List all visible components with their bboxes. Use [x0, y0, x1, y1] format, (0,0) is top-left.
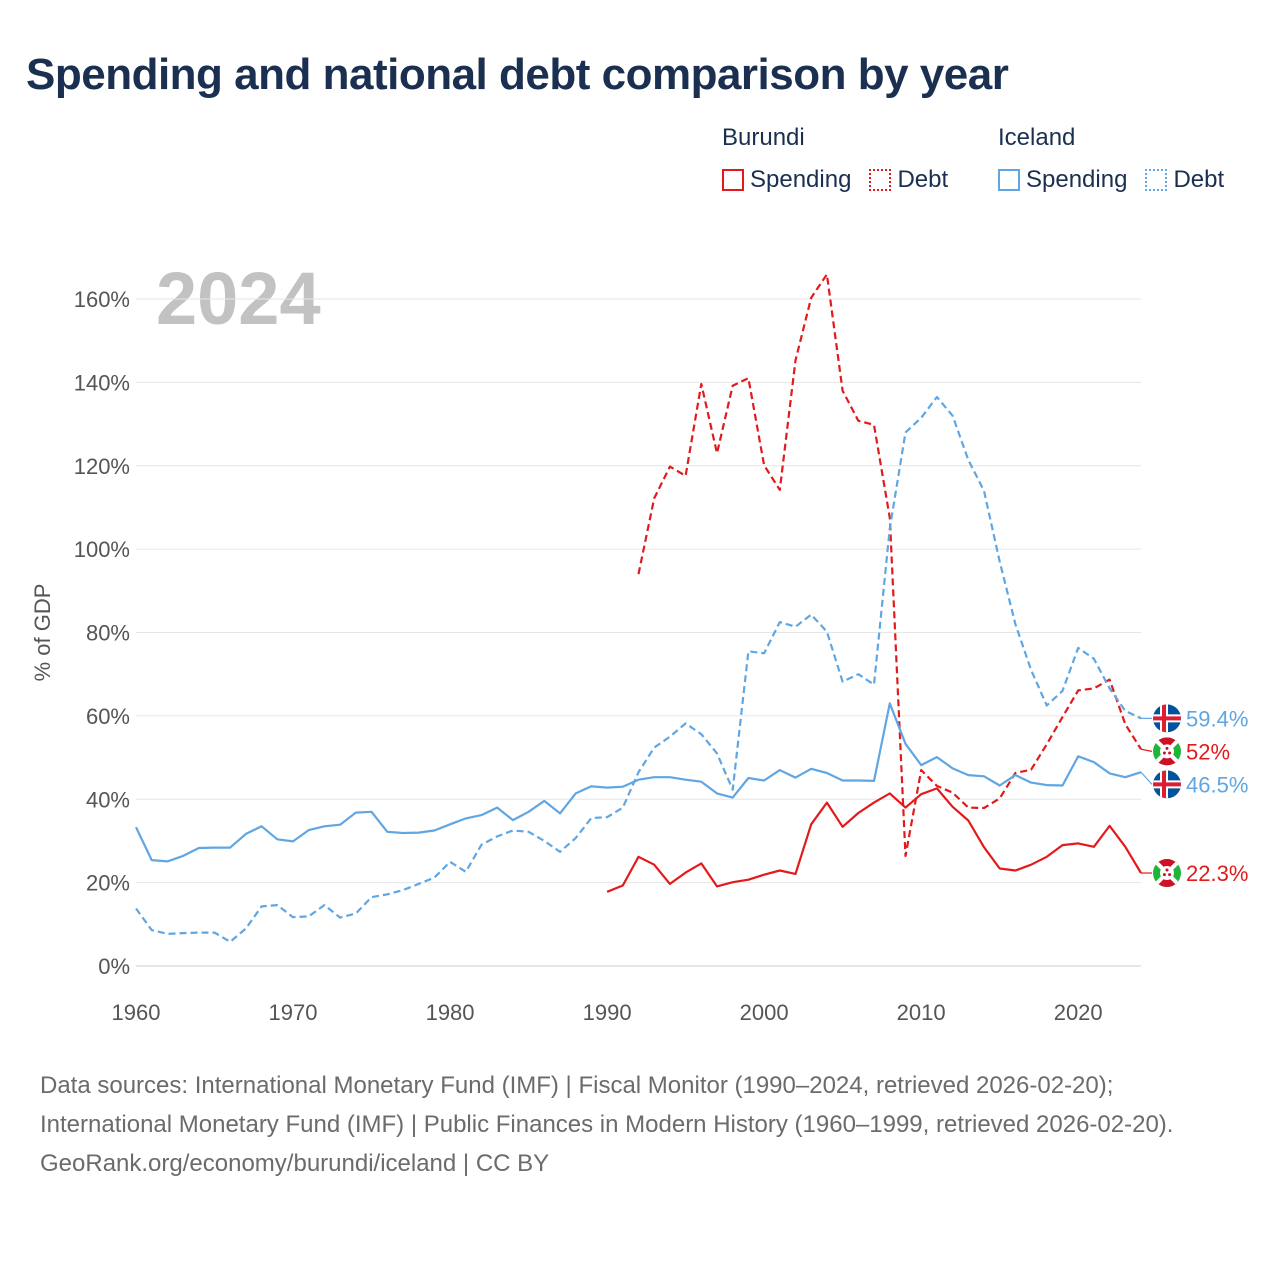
x-tick-label: 2010: [897, 1000, 946, 1025]
y-tick-label: 120%: [74, 454, 130, 479]
end-value-label: 59.4%: [1186, 706, 1248, 731]
y-axis-label: % of GDP: [30, 584, 55, 682]
data-sources-text: Data sources: International Monetary Fun…: [40, 1072, 1174, 1138]
dotted-line-swatch-icon: [1145, 169, 1168, 191]
chart-title: Spending and national debt comparison by…: [26, 50, 1009, 99]
legend-item-label: Debt: [897, 166, 949, 193]
end-value-label: 52%: [1186, 739, 1230, 764]
dotted-line-swatch-icon: [869, 169, 892, 191]
legend-group-burundi: Burundi Spending Debt: [722, 124, 966, 194]
legend-iceland-debt[interactable]: Debt: [1145, 166, 1224, 194]
series-line-burundi-debt: [637, 273, 1142, 858]
attribution-link[interactable]: GeoRank.org/economy/burundi/iceland | CC…: [40, 1150, 550, 1177]
legend-item-label: Spending: [1026, 166, 1128, 193]
y-tick-label: 80%: [86, 621, 130, 646]
end-value-label: 22.3%: [1186, 861, 1248, 886]
y-tick-label: 100%: [74, 537, 130, 562]
legend-iceland-spending[interactable]: Spending: [998, 166, 1127, 194]
x-tick-label: 2020: [1054, 1000, 1103, 1025]
series-line-iceland-spending: [135, 702, 1142, 863]
end-label-connector: [1140, 748, 1153, 752]
iceland-flag-icon: [1153, 770, 1181, 799]
solid-line-swatch-icon: [722, 169, 744, 191]
legend-group-name: Iceland: [998, 124, 1076, 151]
x-tick-label: 2000: [740, 1000, 789, 1025]
y-tick-label: 60%: [86, 704, 130, 729]
y-tick-label: 160%: [74, 287, 130, 312]
legend-burundi-debt[interactable]: Debt: [869, 166, 948, 194]
legend-group-iceland: Iceland Spending Debt: [998, 124, 1242, 194]
y-tick-label: 20%: [86, 871, 130, 896]
x-tick-label: 1990: [583, 1000, 632, 1025]
legend-item-label: Spending: [750, 166, 852, 193]
solid-line-swatch-icon: [998, 169, 1020, 191]
end-label-connector: [1140, 771, 1153, 785]
end-value-label: 46.5%: [1186, 772, 1248, 797]
burundi-flag-icon: [1153, 737, 1181, 766]
legend-item-label: Debt: [1173, 166, 1225, 193]
x-tick-label: 1980: [426, 1000, 475, 1025]
y-tick-label: 40%: [86, 787, 130, 812]
burundi-flag-icon: [1153, 859, 1181, 888]
legend-group-name: Burundi: [722, 124, 805, 151]
x-tick-label: 1960: [112, 1000, 161, 1025]
legend-burundi-spending[interactable]: Spending: [722, 166, 851, 194]
y-tick-label: 140%: [74, 370, 130, 395]
series-line-iceland-debt: [135, 395, 1142, 943]
x-tick-label: 1970: [269, 1000, 318, 1025]
y-tick-label: 0%: [98, 954, 130, 979]
series-line-burundi-spending: [606, 787, 1142, 893]
source-notes: Data sources: International Monetary Fun…: [40, 1066, 1240, 1183]
iceland-flag-icon: [1153, 704, 1181, 733]
